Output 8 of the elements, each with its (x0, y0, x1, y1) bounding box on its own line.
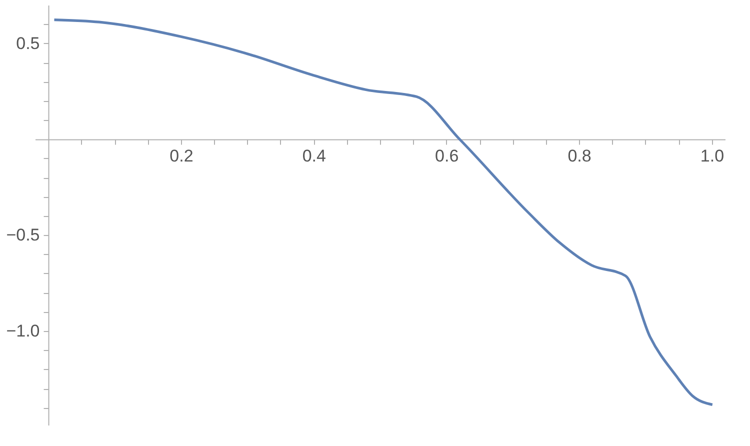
x-tick-label: 0.4 (302, 146, 326, 166)
x-tick-label: 0.6 (435, 146, 459, 166)
x-tick-label: 1.0 (700, 146, 724, 166)
x-tick-label: 0.2 (170, 146, 194, 166)
y-tick-label: −0.5 (6, 226, 40, 245)
y-tick-label: −1.0 (6, 322, 40, 341)
y-tick-label: 0.5 (16, 34, 40, 53)
x-tick-label: 0.8 (568, 146, 592, 166)
